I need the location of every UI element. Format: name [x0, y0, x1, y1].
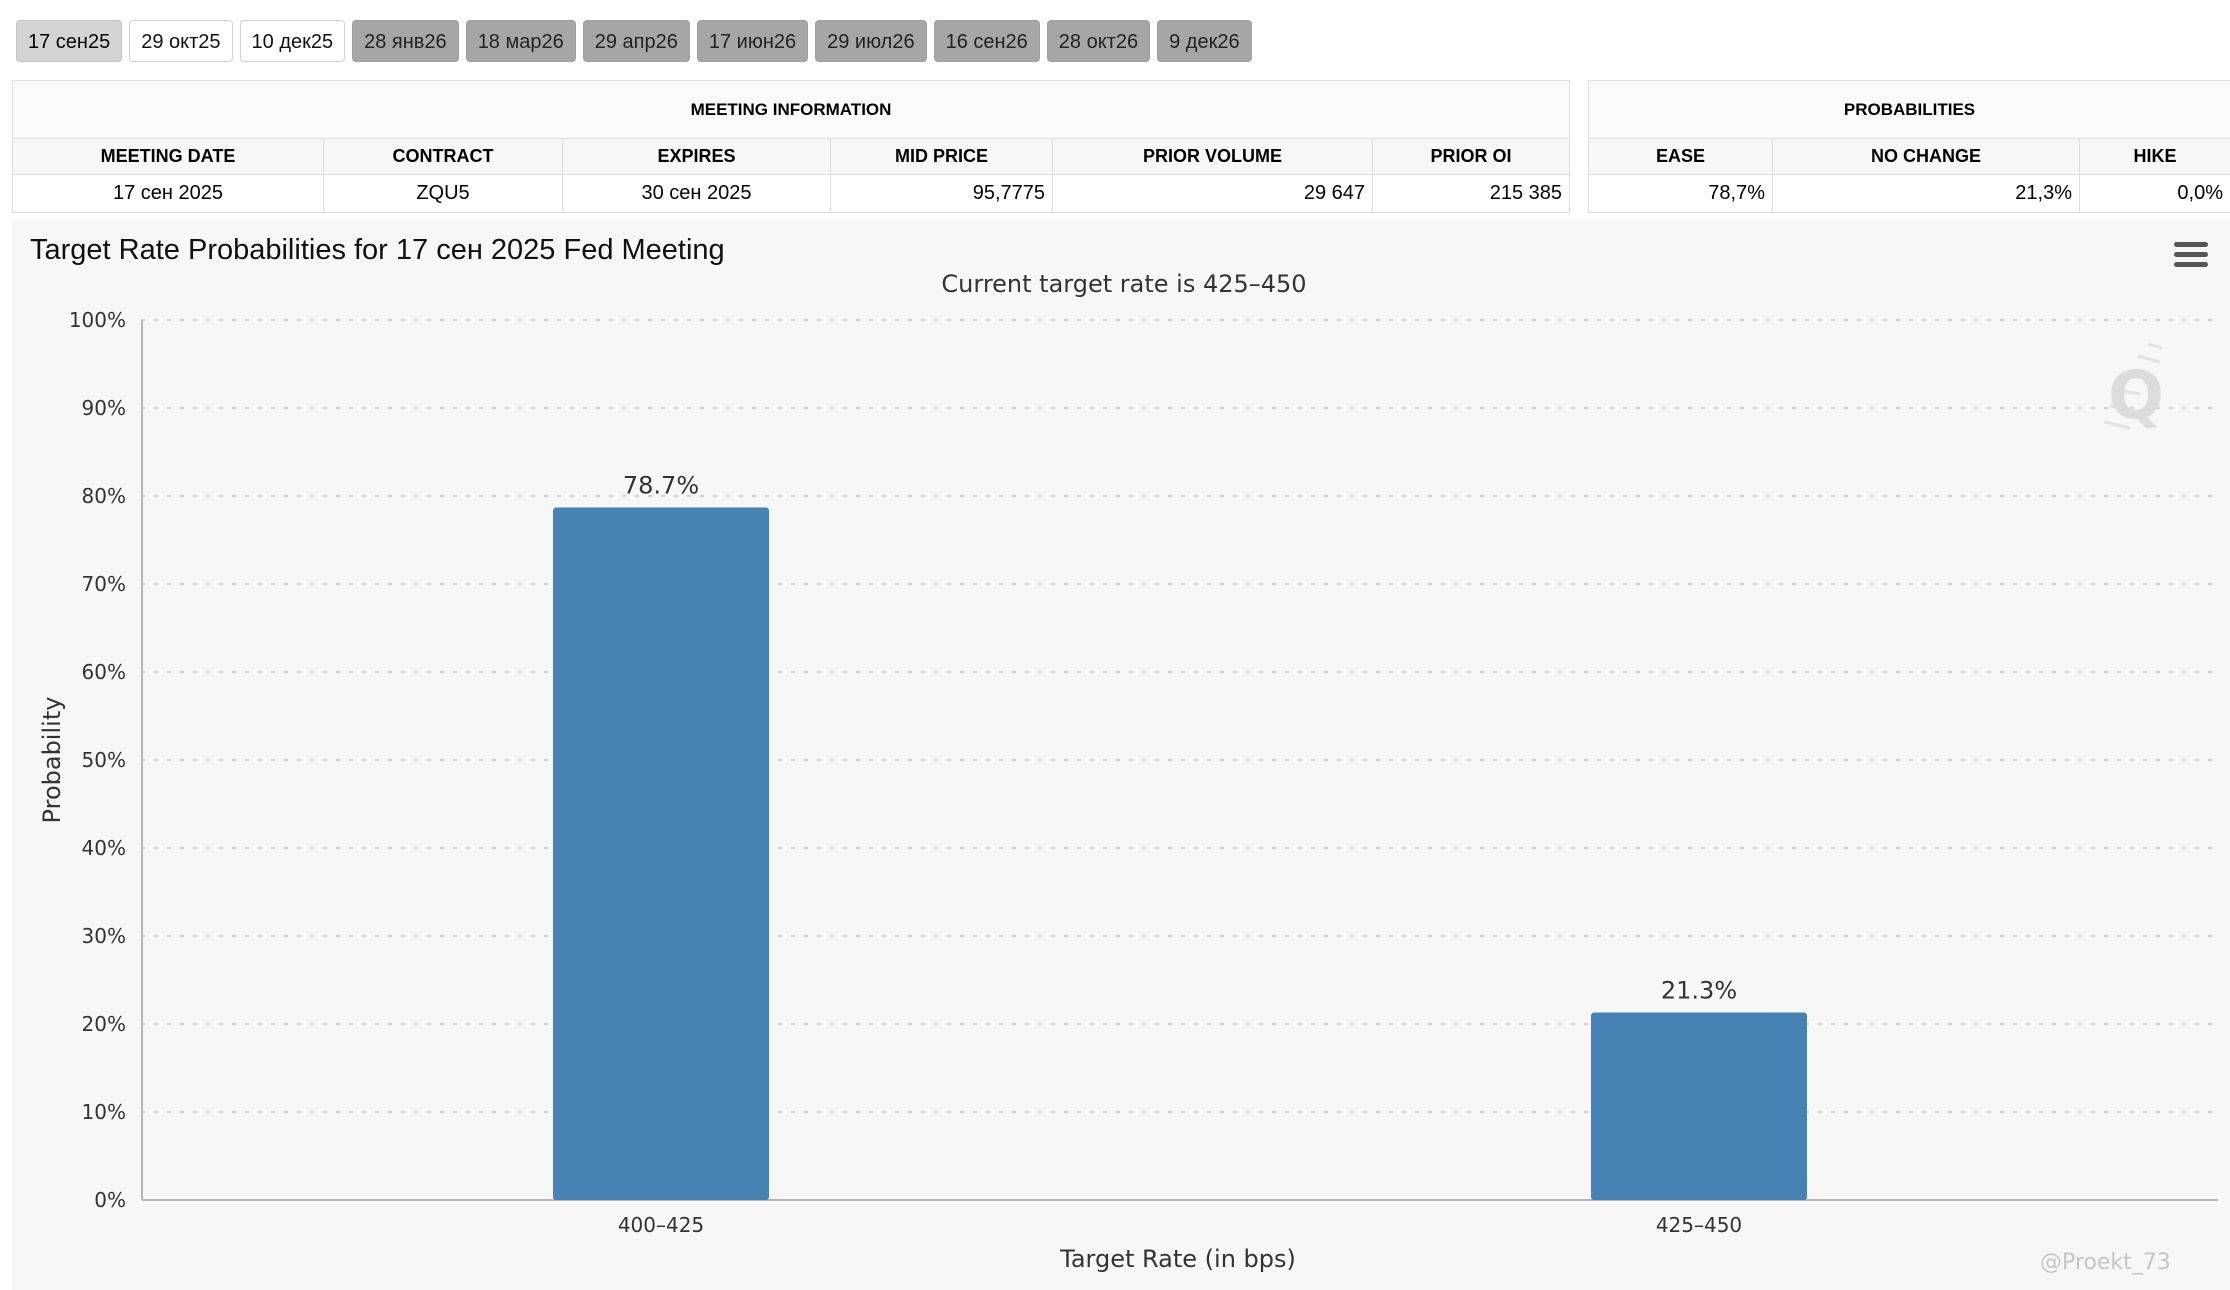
cell-prior-volume: 29 647: [1052, 174, 1373, 213]
col-prior-oi: PRIOR OI: [1372, 138, 1570, 175]
col-hike: HIKE: [2078, 138, 2230, 175]
y-tick-label: 10%: [82, 1100, 126, 1124]
table-row: 17 сен 2025 ZQU5 30 сен 2025 95,7775 29 …: [12, 174, 1570, 213]
y-tick-label: 80%: [82, 484, 126, 508]
tab-meeting-5[interactable]: 29 апр26: [582, 20, 690, 62]
chart-panel: Current target rate is 425–450 0% 10% 20% 30…: [12, 220, 2230, 1290]
cell-meeting-date: 17 сен 2025: [12, 174, 324, 213]
cell-mid-price: 95,7775: [830, 174, 1053, 213]
author-credit: @Proekt_73: [2040, 1250, 2171, 1275]
tab-meeting-9[interactable]: 28 окт26: [1046, 20, 1151, 62]
cell-no-change: 21,3%: [1772, 174, 2080, 213]
col-ease: EASE: [1588, 138, 1773, 175]
y-axis-title: Probability: [38, 697, 66, 824]
col-mid-price: MID PRICE: [830, 138, 1053, 175]
tab-meeting-8[interactable]: 16 сен26: [933, 20, 1040, 62]
chart-subtitle: Current target rate is 425–450: [941, 270, 1306, 298]
y-tick-label: 70%: [82, 572, 126, 596]
y-tick-label: 30%: [82, 924, 126, 948]
cell-prior-oi: 215 385: [1372, 174, 1570, 213]
y-tick-label: 0%: [94, 1188, 126, 1212]
tab-meeting-6[interactable]: 17 июн26: [696, 20, 809, 62]
y-tick-label: 40%: [82, 836, 126, 860]
tab-meeting-2[interactable]: 10 дек25: [239, 20, 346, 62]
y-tick-label: 60%: [82, 660, 126, 684]
x-tick-label: 400–425: [618, 1213, 704, 1237]
meeting-information-heading: MEETING INFORMATION: [12, 80, 1570, 139]
svg-text:Q: Q: [2108, 357, 2164, 434]
data-label: 78.7%: [623, 471, 699, 499]
cell-contract: ZQU5: [323, 174, 563, 213]
y-tick-label: 20%: [82, 1012, 126, 1036]
meeting-information-table: MEETING INFORMATION MEETING DATE CONTRAC…: [12, 80, 1570, 213]
chart-menu-icon[interactable]: [2174, 242, 2208, 272]
bar-400-425: [553, 507, 769, 1200]
col-no-change: NO CHANGE: [1772, 138, 2080, 175]
tab-meeting-10[interactable]: 9 дек26: [1157, 20, 1252, 62]
bar-chart: Current target rate is 425–450 0% 10% 20% 30…: [38, 270, 2220, 1273]
chart-title: Target Rate Probabilities for 17 сен 202…: [30, 234, 725, 266]
probabilities-heading: PROBABILITIES: [1587, 80, 2230, 139]
y-tick-label: 90%: [82, 396, 126, 420]
cell-ease: 78,7%: [1588, 174, 1773, 213]
col-contract: CONTRACT: [323, 138, 563, 175]
col-expires: EXPIRES: [562, 138, 831, 175]
tab-meeting-0[interactable]: 17 сен25: [16, 20, 123, 62]
table-row: 78,7% 21,3% 0,0%: [1588, 174, 2230, 213]
x-tick-label: 425–450: [1656, 1213, 1742, 1237]
y-tick-label: 50%: [82, 748, 126, 772]
tab-meeting-1[interactable]: 29 окт25: [129, 20, 233, 62]
bar-425-450: [1591, 1012, 1807, 1200]
col-prior-volume: PRIOR VOLUME: [1052, 138, 1373, 175]
cell-expires: 30 сен 2025: [562, 174, 831, 213]
cell-hike: 0,0%: [2078, 174, 2230, 213]
meeting-tabs: 17 сен25 29 окт25 10 дек25 28 янв26 18 мар26…: [16, 20, 1252, 62]
tab-meeting-3[interactable]: 28 янв26: [352, 20, 459, 62]
data-label: 21.3%: [1661, 977, 1737, 1005]
y-tick-label: 100%: [69, 308, 126, 332]
tab-meeting-4[interactable]: 18 мар26: [465, 20, 576, 62]
probabilities-table: PROBABILITIES EASE NO CHANGE HIKE 78,7% …: [1587, 80, 2230, 213]
col-meeting-date: MEETING DATE: [12, 138, 324, 175]
q-logo-icon: Q: [2103, 342, 2164, 434]
x-axis-title: Target Rate (in bps): [1059, 1245, 1296, 1273]
tab-meeting-7[interactable]: 29 июл26: [815, 20, 927, 62]
